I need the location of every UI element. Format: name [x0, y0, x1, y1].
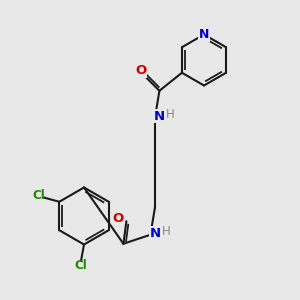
Text: N: N	[199, 28, 209, 41]
Text: N: N	[149, 227, 161, 240]
Text: Cl: Cl	[75, 259, 87, 272]
Text: Cl: Cl	[32, 189, 45, 202]
Text: O: O	[112, 212, 124, 225]
Text: O: O	[135, 64, 146, 77]
Text: H: H	[166, 108, 175, 121]
Text: H: H	[162, 225, 170, 238]
Text: N: N	[154, 110, 165, 123]
